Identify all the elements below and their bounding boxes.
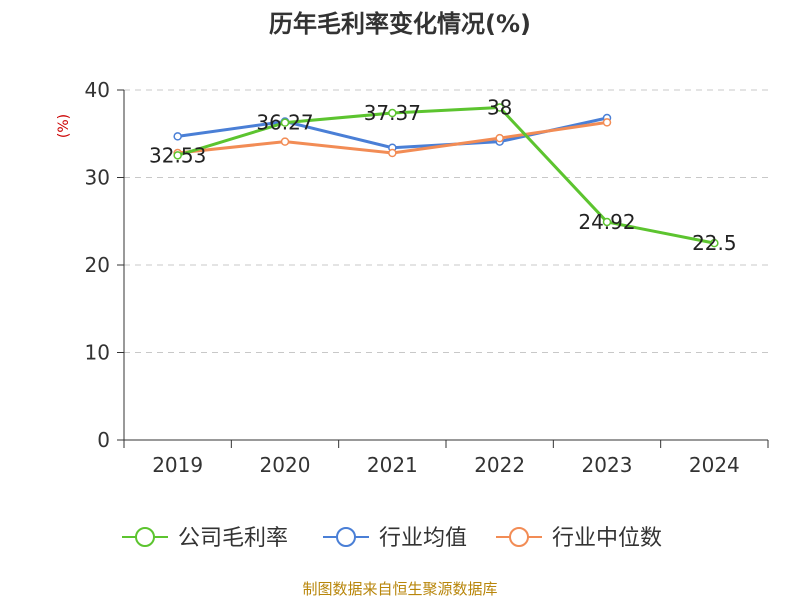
legend-label: 行业中位数	[552, 526, 662, 551]
x-tick-label: 2020	[260, 453, 311, 477]
legend-label: 公司毛利率	[178, 526, 288, 551]
y-tick-label: 10	[85, 341, 110, 365]
data-label: 37.37	[364, 101, 421, 125]
x-tick-label: 2023	[582, 453, 633, 477]
legend-label: 行业均值	[379, 526, 467, 551]
y-tick-label: 40	[85, 78, 110, 102]
x-tick-label: 2019	[152, 453, 203, 477]
data-point	[602, 217, 612, 227]
data-label: 22.5	[692, 231, 737, 255]
data-point	[173, 132, 182, 141]
x-tick-label: 2021	[367, 453, 418, 477]
legend-marker	[336, 527, 356, 547]
series-layer	[173, 103, 719, 248]
data-point	[280, 137, 290, 146]
legend: 公司毛利率 行业均值 行业中位数	[122, 526, 662, 551]
data-label: 24.92	[578, 210, 635, 234]
data-label: 38	[487, 96, 512, 120]
data-point	[495, 133, 504, 143]
data-labels: 32.53 36.27 37.37 38 24.92 22.5	[149, 96, 737, 256]
legend-marker	[135, 527, 155, 547]
y-tick-label: 30	[85, 166, 110, 190]
x-tick-label: 2022	[474, 453, 525, 477]
data-point	[388, 148, 397, 158]
legend-marker	[509, 527, 529, 547]
data-label: 36.27	[256, 111, 313, 135]
axes: 0 10 20 30 40 2019 2020 2021 2022 2023 2024	[85, 78, 769, 477]
y-tick-label: 0	[97, 428, 110, 452]
data-point	[388, 108, 397, 118]
chart-title: 历年毛利率变化情况(%)	[269, 10, 531, 38]
data-point	[495, 103, 504, 112]
data-point	[280, 118, 290, 127]
source-note: 制图数据来自恒生聚源数据库	[302, 580, 497, 598]
y-axis-unit: (%)	[56, 114, 72, 138]
y-tick-label: 20	[85, 253, 110, 277]
data-point	[710, 238, 719, 248]
data-point	[173, 151, 182, 160]
series-line	[176, 106, 716, 245]
gridlines	[124, 89, 768, 353]
data-point	[602, 118, 612, 127]
data-label: 32.53	[149, 143, 206, 167]
x-tick-label: 2024	[689, 453, 740, 477]
